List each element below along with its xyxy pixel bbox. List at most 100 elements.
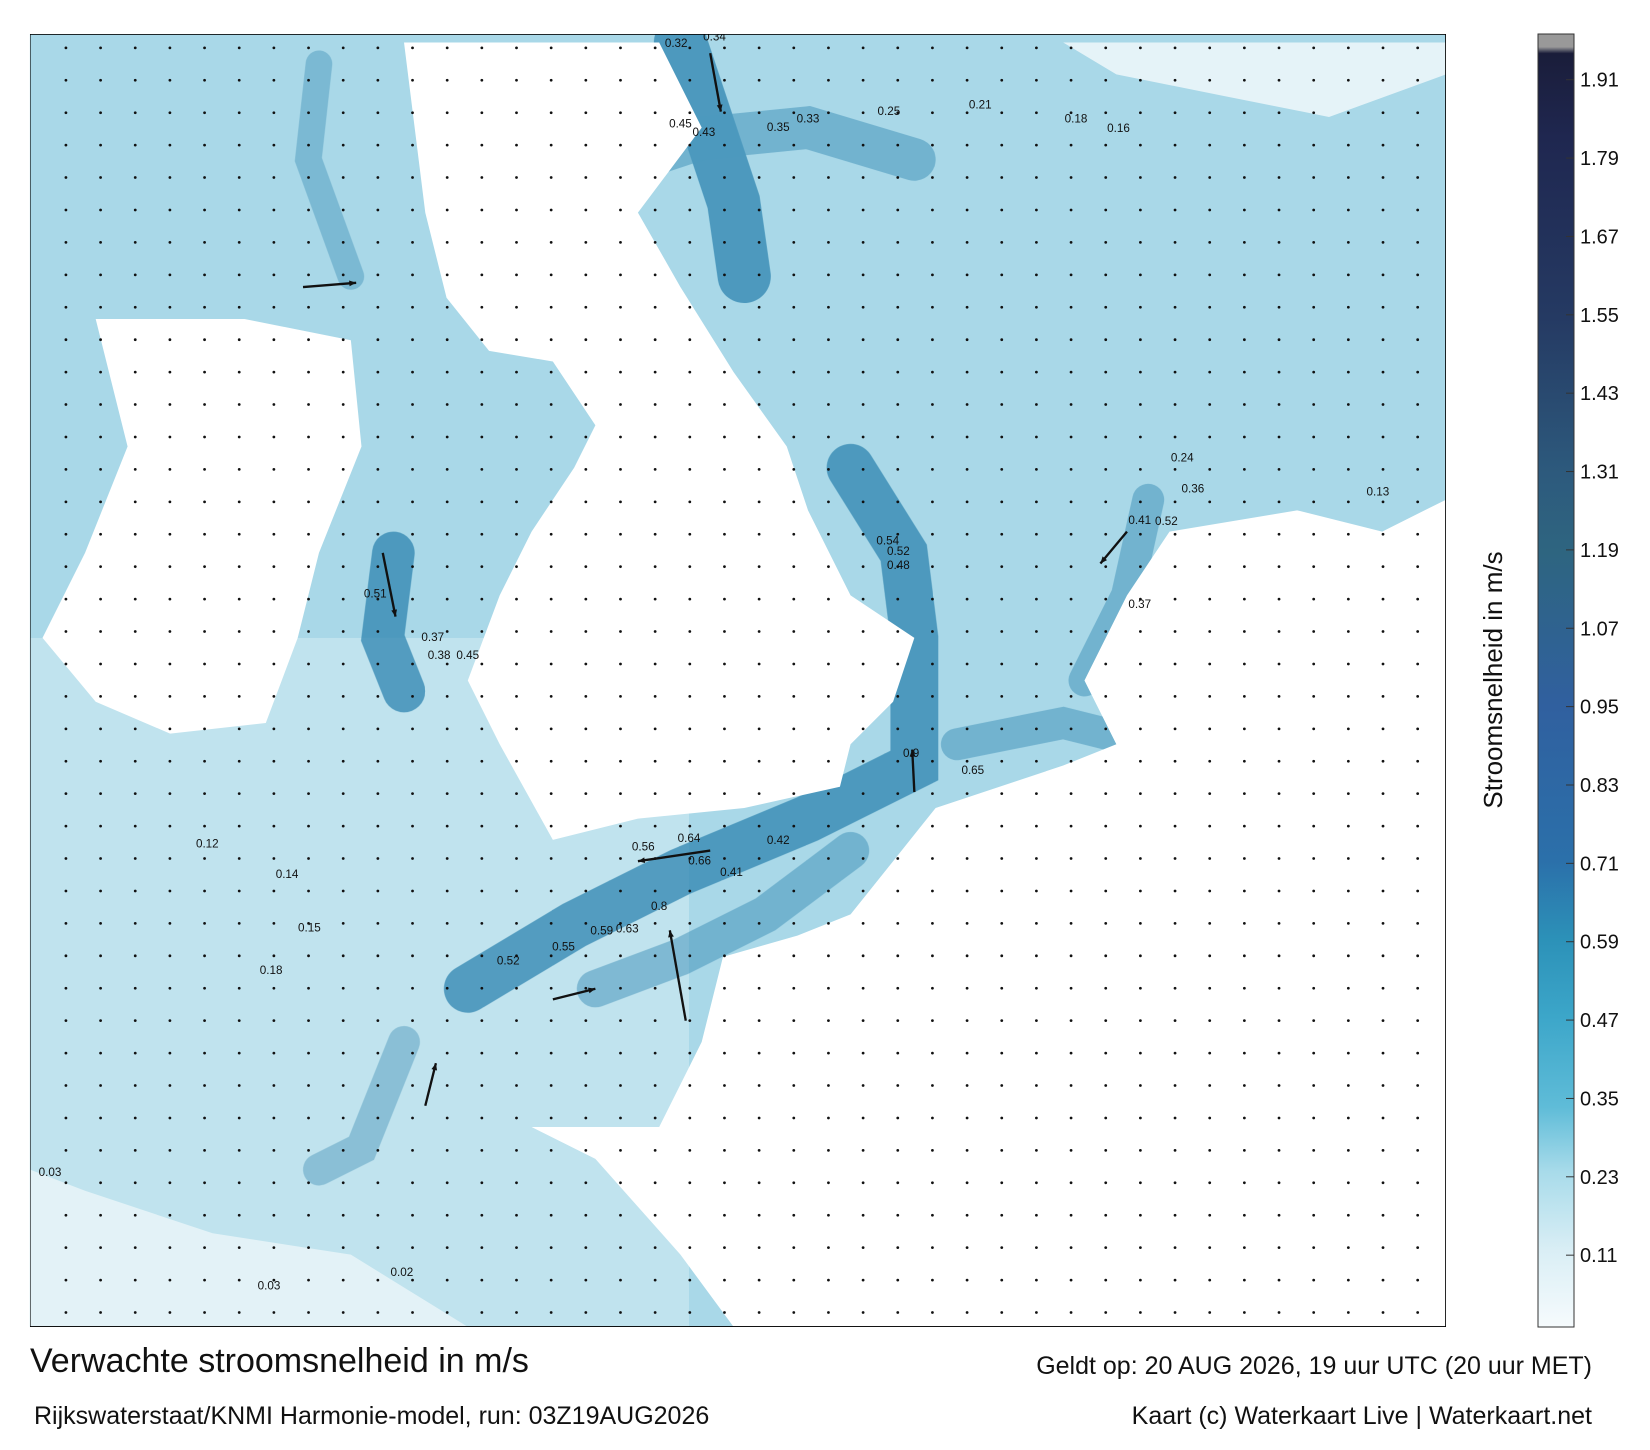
vector-dot [1104, 435, 1108, 439]
vector-dot [827, 305, 830, 309]
vector-dot [1416, 208, 1420, 212]
vector-dot [515, 46, 518, 50]
vector-dot [168, 597, 172, 601]
vector-dot [861, 1213, 865, 1217]
vector-dot [341, 1084, 345, 1087]
vector-dot [1069, 889, 1073, 893]
map: 0.340.320.450.43 0.350.330.25 0.210.180.16… [29, 34, 1446, 1327]
vector-dot [757, 824, 761, 828]
vector-dot [1035, 46, 1038, 50]
vector-dot [723, 1278, 726, 1282]
speed-label: 0.14 [276, 868, 299, 881]
vector-dot [653, 597, 657, 601]
vector-dot [515, 857, 518, 860]
vector-dot [203, 176, 206, 179]
vector-dot [99, 208, 102, 212]
vector-dot [445, 403, 449, 406]
vector-dot [1035, 500, 1038, 504]
vector-dot [168, 532, 172, 536]
vector-dot [1035, 889, 1038, 893]
vector-dot [1069, 241, 1073, 244]
vector-dot [480, 208, 484, 212]
vector-dot [445, 305, 449, 309]
vector-dot [480, 1181, 484, 1185]
vector-dot [1069, 370, 1073, 374]
vector-dot [1035, 1213, 1038, 1217]
vector-dot [133, 889, 137, 893]
vector-dot [1312, 370, 1316, 374]
vector-dot [1242, 695, 1246, 698]
vector-dot [99, 857, 102, 860]
vector-dot [1277, 954, 1281, 958]
vector-dot [445, 986, 449, 990]
vector-dot [376, 370, 380, 374]
vector-dot [480, 532, 484, 536]
vector-dot [1173, 1116, 1177, 1120]
vector-dot [1381, 403, 1385, 406]
vector-dot [515, 1116, 518, 1120]
vector-dot [896, 78, 900, 82]
vector-dot [931, 986, 934, 990]
vector-dot [931, 662, 934, 666]
vector-dot [584, 889, 588, 893]
vector-dot [1381, 1213, 1385, 1217]
vector-dot [1035, 273, 1038, 277]
vector-dot [1381, 370, 1385, 374]
vector-dot [723, 857, 726, 860]
vector-dot [1208, 1278, 1212, 1282]
vector-dot [133, 305, 137, 309]
vector-dot [480, 468, 484, 471]
vector-dot [584, 500, 588, 504]
vector-dot [168, 857, 172, 860]
vector-dot [1312, 1213, 1316, 1217]
vector-dot [1173, 46, 1177, 50]
vector-dot [931, 954, 934, 958]
vector-dot [1346, 435, 1350, 439]
vector-dot [1208, 792, 1212, 796]
vector-dot [133, 143, 137, 147]
vector-dot [480, 857, 484, 860]
vector-dot [1381, 500, 1385, 504]
vector-dot [445, 922, 449, 925]
vector-dot [1000, 597, 1004, 601]
vector-dot [445, 727, 449, 731]
vector-dot [203, 435, 206, 439]
vector-dot [723, 273, 726, 277]
vector-dot [203, 1278, 206, 1282]
vector-dot [827, 565, 830, 569]
vector-dot [1208, 143, 1212, 147]
vector-dot [861, 695, 865, 698]
vector-dot [723, 1149, 726, 1152]
vector-dot [931, 1311, 934, 1314]
vector-dot [931, 792, 934, 796]
vector-dot [792, 273, 796, 277]
vector-dot [1312, 565, 1316, 569]
vector-dot [757, 370, 761, 374]
vector-dot [272, 78, 276, 82]
vector-dot [619, 435, 622, 439]
vector-dot [896, 305, 900, 309]
vector-dot [896, 1116, 900, 1120]
vector-dot [792, 1246, 796, 1250]
vector-dot [307, 111, 310, 115]
vector-dot [307, 889, 310, 893]
vector-dot [688, 889, 692, 893]
vector-dot [237, 1019, 241, 1023]
vector-dot [237, 1311, 241, 1314]
vector-dot [1069, 727, 1073, 731]
vector-dot [1035, 824, 1038, 828]
vector-dot [411, 435, 414, 439]
speed-label: 0.37 [421, 631, 444, 644]
vector-dot [931, 857, 934, 860]
vector-dot [376, 403, 380, 406]
speed-label: 0.52 [887, 545, 910, 558]
vector-dot [549, 759, 553, 763]
channels [294, 34, 1165, 1186]
vector-dot [445, 1084, 449, 1087]
vector-dot [827, 759, 830, 763]
vector-dot [965, 1181, 969, 1185]
vector-dot [341, 176, 345, 179]
vector-dot [411, 1051, 414, 1055]
vector-dot [549, 176, 553, 179]
vector-dot [688, 1051, 692, 1055]
